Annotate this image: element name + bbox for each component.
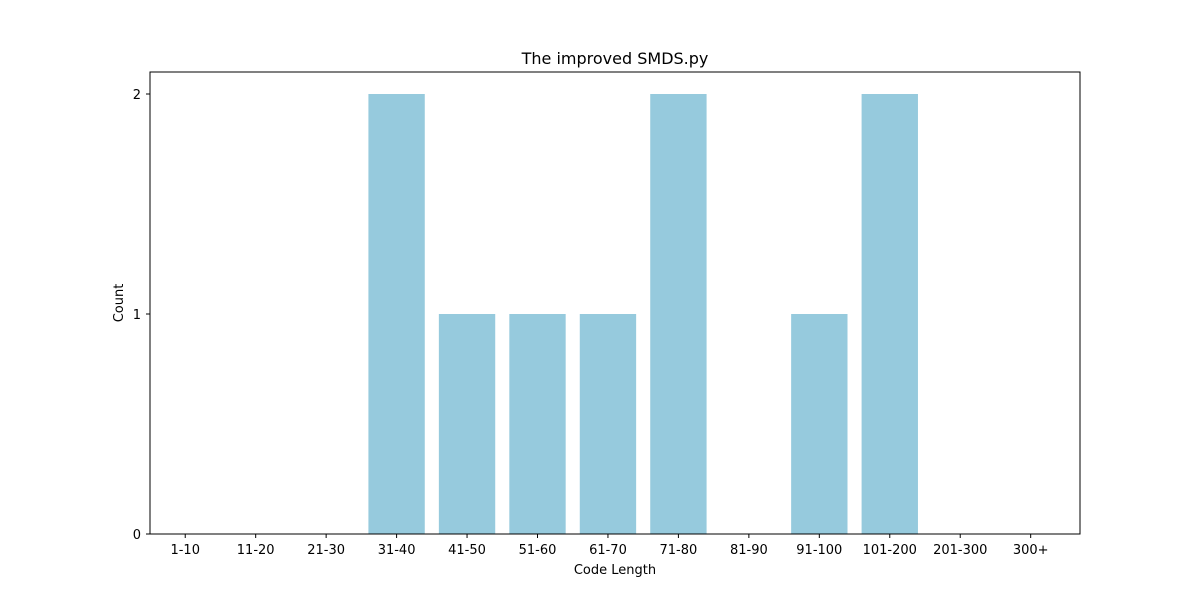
- y-axis-title: Count: [112, 284, 127, 323]
- x-tick-label: 201-300: [933, 543, 987, 558]
- bars-group: [368, 94, 918, 534]
- x-axis-title: Code Length: [574, 563, 656, 578]
- bar-71-80: [650, 94, 707, 534]
- y-tick-label: 2: [133, 88, 141, 103]
- x-tick-label: 21-30: [307, 543, 345, 558]
- x-tick-label: 51-60: [519, 543, 557, 558]
- y-tick-label: 0: [133, 528, 141, 543]
- bar-41-50: [438, 314, 496, 534]
- x-tick-label: 71-80: [660, 543, 698, 558]
- x-tick-label: 81-90: [730, 543, 768, 558]
- y-tick-label: 1: [133, 308, 141, 323]
- x-tick-label: 1-10: [170, 543, 200, 558]
- x-tick-label: 41-50: [448, 543, 486, 558]
- x-tick-label: 61-70: [589, 543, 627, 558]
- bar-91-100: [791, 314, 848, 534]
- x-tick-label: 101-200: [863, 543, 917, 558]
- bar-51-60: [509, 314, 566, 534]
- x-tick-label: 31-40: [378, 543, 416, 558]
- y-axis: 0 1 2: [133, 88, 150, 543]
- x-tick-label: 11-20: [237, 543, 275, 558]
- plot-frame: [149, 71, 1081, 535]
- bar-31-40: [368, 94, 425, 534]
- chart-title: The improved SMDS.py: [521, 49, 709, 68]
- bar-61-70: [579, 314, 637, 534]
- x-tick-label: 91-100: [796, 543, 842, 558]
- x-tick-label: 300+: [1013, 543, 1049, 558]
- bar-101-200: [861, 94, 918, 534]
- x-axis: 1-10 11-20 21-30 31-40 41-50 51-60 61-70 71-80 8…: [170, 534, 1049, 558]
